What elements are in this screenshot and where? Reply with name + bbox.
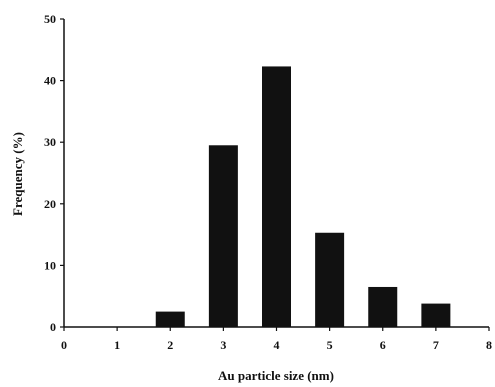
x-tick-label: 7 [433, 338, 439, 352]
y-tick-label: 0 [50, 320, 56, 334]
y-axis-title: Frequency (%) [10, 132, 25, 216]
bar-5nm [315, 232, 345, 327]
y-tick-label: 40 [44, 74, 56, 88]
x-tick-label: 1 [114, 338, 120, 352]
x-axis-title: Au particle size (nm) [218, 368, 334, 383]
x-tick-label: 2 [167, 338, 173, 352]
x-tick-label: 6 [380, 338, 386, 352]
bar-6nm [368, 286, 398, 327]
bar-2nm [155, 311, 185, 327]
x-tick-label: 8 [486, 338, 492, 352]
x-tick-label: 4 [274, 338, 280, 352]
y-tick-label: 20 [44, 197, 56, 211]
y-tick-label: 30 [44, 135, 56, 149]
y-ticks-group: 0 10 20 30 40 50 [44, 12, 64, 334]
x-ticks-group: 0 1 2 3 4 5 6 7 8 [61, 327, 492, 352]
bars-group [155, 66, 451, 327]
bar-4nm [262, 66, 291, 327]
y-tick-label: 10 [44, 258, 56, 272]
x-tick-label: 3 [220, 338, 226, 352]
x-tick-label: 5 [327, 338, 333, 352]
bar-7nm [421, 303, 451, 327]
y-tick-label: 50 [44, 12, 56, 26]
bar-3nm [208, 145, 238, 327]
x-tick-label: 0 [61, 338, 67, 352]
